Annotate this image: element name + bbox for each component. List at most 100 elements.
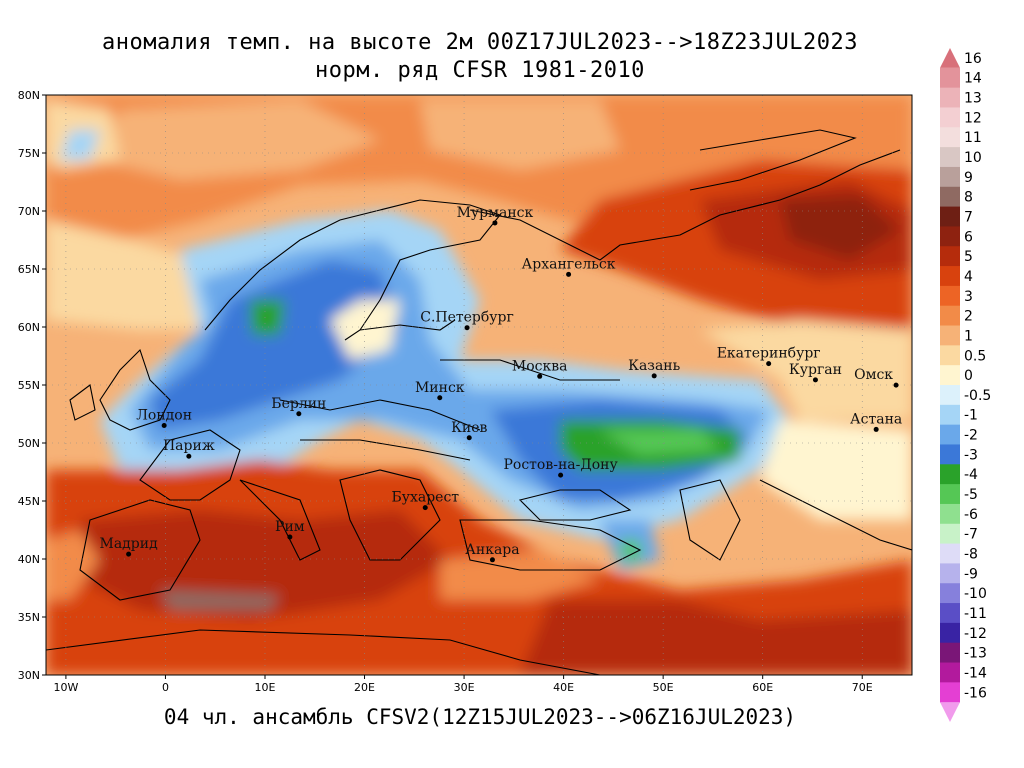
lat-tick-label: 30N [18,669,40,682]
city-marker [287,534,293,540]
city-label: Рим [275,519,305,535]
colorbar-label: -5 [964,487,978,503]
colorbar-swatch [940,444,960,465]
colorbar-swatch [940,305,960,327]
colorbar-swatch [940,702,960,722]
colorbar-swatch [940,226,960,247]
city-label: Бухарест [391,490,459,506]
colorbar-label: -2 [964,428,978,444]
city-marker [766,361,772,367]
colorbar-label: 13 [964,91,982,107]
colorbar-label: 0.5 [964,348,986,364]
colorbar-swatch [940,622,960,644]
city-label: Москва [512,358,568,374]
lon-tick-label: 50E [653,681,674,694]
city-marker [492,220,498,226]
city-label: Киев [451,420,487,436]
colorbar-label: 5 [964,249,973,265]
colorbar-swatch [940,345,960,366]
anomaly-field [46,95,912,675]
city-label: Мурманск [457,205,534,221]
lat-tick-label: 45N [18,495,40,508]
lat-tick-label: 35N [18,611,40,624]
lon-tick-label: 20E [354,681,375,694]
colorbar-label: 12 [964,110,982,126]
city-label: Омск [854,367,893,383]
colorbar-swatch [940,682,960,703]
city-marker [437,395,443,401]
city-label: Мадрид [100,536,159,552]
lat-tick-label: 60N [18,321,40,334]
ensemble-footer: 04 чл. ансамбль CFSV2(12Z15JUL2023-->06Z… [163,705,797,729]
lat-tick-label: 55N [18,379,40,392]
colorbar-label: 16 [964,51,982,67]
map-title-line2: норм. ряд CFSR 1981-2010 [315,58,645,83]
lon-tick-label: 10E [255,681,276,694]
colorbar-swatch [940,266,960,287]
map-title-line1: аномалия темп. на высоте 2м 00Z17JUL2023… [102,30,858,55]
colorbar-swatch [940,543,960,564]
lat-tick-label: 70N [18,205,40,218]
lon-tick-label: 70E [852,681,873,694]
city-label: Курган [789,362,842,378]
colorbar-label: 2 [964,309,973,325]
city-marker [893,382,899,388]
colorbar-label: -6 [964,507,978,523]
colorbar-swatch [940,583,960,604]
city-marker [873,426,879,432]
lat-tick-label: 40N [18,553,40,566]
colorbar-label: 6 [964,229,973,245]
colorbar-swatch [940,186,960,208]
city-marker [489,557,495,563]
colorbar-label: -4 [964,467,978,483]
colorbar-swatch [940,147,960,168]
colorbar-label: 14 [964,71,982,87]
city-marker [651,373,657,379]
colorbar-swatch [940,642,960,664]
colorbar-label: -8 [964,547,978,563]
colorbar-swatch [940,285,960,307]
colorbar-label: 9 [964,170,973,186]
colorbar-swatch [940,523,960,545]
colorbar-label: 4 [964,269,973,285]
colorbar-swatch [940,166,960,188]
colorbar-label: 7 [964,210,973,226]
lat-tick-label: 50N [18,437,40,450]
colorbar-swatch [940,87,960,108]
city-marker [186,453,192,459]
lon-tick-label: 0 [162,681,169,694]
colorbar-swatch [940,365,960,386]
colorbar-label: -14 [964,665,987,681]
city-label: Париж [163,438,215,454]
colorbar-swatch [940,246,960,267]
city-label: Минск [415,380,465,396]
colorbar-swatch [940,67,960,89]
city-label: Берлин [271,396,326,412]
lon-tick-label: 40E [553,681,574,694]
colorbar-label: -10 [964,586,987,602]
lat-tick-label: 75N [18,147,40,160]
city-marker [126,551,132,557]
colorbar-label: -13 [964,646,987,662]
colorbar-label: 3 [964,289,973,305]
colorbar-swatch [940,503,960,525]
city-label: Ростов-на-Дону [503,457,618,473]
city-label: Казань [628,358,680,374]
colorbar-swatch [940,325,960,346]
colorbar-label: 0 [964,368,973,384]
lon-tick-label: 10W [53,681,78,694]
colorbar-swatch [940,662,960,683]
city-marker [422,505,428,511]
colorbar-swatch [940,206,960,227]
city-label: Анкара [465,542,519,558]
colorbar-swatch [940,404,960,426]
city-marker [558,472,564,478]
colorbar-swatch [940,385,960,406]
city-marker [161,422,167,428]
colorbar-label: -7 [964,527,978,543]
colorbar-label: -12 [964,626,987,642]
city-label: Лондон [136,407,192,423]
colorbar-label: -1 [964,408,978,424]
